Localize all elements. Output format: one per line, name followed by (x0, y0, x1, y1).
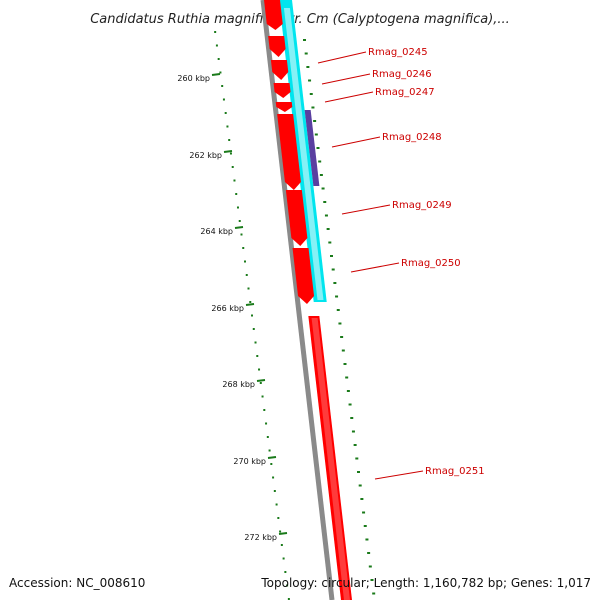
scale-tick-label: 262 kbp (189, 151, 222, 160)
gene-label-leader (350, 262, 400, 273)
gene-label-link[interactable]: Rmag_0245 (368, 47, 428, 58)
gene-label-leader (321, 73, 371, 85)
major-tick (211, 73, 221, 76)
genome-summary-text: Topology: circular; Length: 1,160,782 bp… (260, 576, 591, 590)
gene-label-leader (341, 204, 391, 215)
gene-label-leader (374, 470, 424, 480)
accession-text: Accession: NC_008610 (9, 576, 145, 590)
forward-gene-arrow[interactable] (270, 60, 289, 80)
gene-label-link[interactable]: Rmag_0247 (375, 87, 435, 98)
scale-tick-label: 272 kbp (244, 533, 277, 542)
major-tick (223, 150, 233, 153)
gene-labels: Rmag_0245 Rmag_0246 Rmag_0247 Rmag_0248 Rmag… (317, 47, 485, 480)
map-title: Candidatus Ruthia magnifica str. Cm (Cal… (90, 12, 510, 27)
gene-label-leader (317, 51, 367, 64)
gene-label-leader (331, 136, 381, 148)
gene-label-link[interactable]: Rmag_0249 (392, 200, 452, 211)
forward-gene-arrow[interactable] (273, 83, 291, 98)
scale-tick-label: 266 kbp (211, 304, 244, 313)
gene-label-link[interactable]: Rmag_0248 (382, 132, 442, 143)
gene-label-link[interactable]: Rmag_0250 (401, 258, 461, 269)
gene-label-link[interactable]: Rmag_0246 (372, 69, 432, 80)
major-tick (245, 303, 255, 306)
gene-label-leader (324, 91, 374, 103)
scale-tick-label: 264 kbp (200, 227, 233, 236)
major-tick (234, 226, 244, 229)
gene-label-link[interactable]: Rmag_0251 (425, 466, 485, 477)
reverse-strand-gene (283, 8, 324, 300)
major-tick (256, 379, 266, 382)
misc-feature[interactable] (304, 110, 320, 186)
forward-gene-arrow[interactable] (275, 102, 293, 112)
scale-tick-label: 260 kbp (177, 74, 210, 83)
major-tick (267, 456, 277, 459)
major-tick (278, 532, 288, 535)
feature-track (264, 0, 352, 600)
backbone-line (260, 0, 335, 600)
scale-tick-label: 268 kbp (222, 380, 255, 389)
forward-gene-highlight (311, 318, 350, 600)
forward-gene-arrow[interactable] (277, 114, 301, 190)
forward-gene-arrow[interactable] (268, 36, 286, 57)
forward-gene-arrow[interactable] (292, 248, 315, 304)
forward-gene-arrow[interactable] (264, 0, 283, 30)
scale-tick-label: 270 kbp (233, 457, 266, 466)
scale-ticks: 260 kbp 262 kbp 264 kbp 266 kbp 268 kbp 270 k… (177, 31, 376, 600)
forward-gene-arrow[interactable] (285, 190, 308, 246)
